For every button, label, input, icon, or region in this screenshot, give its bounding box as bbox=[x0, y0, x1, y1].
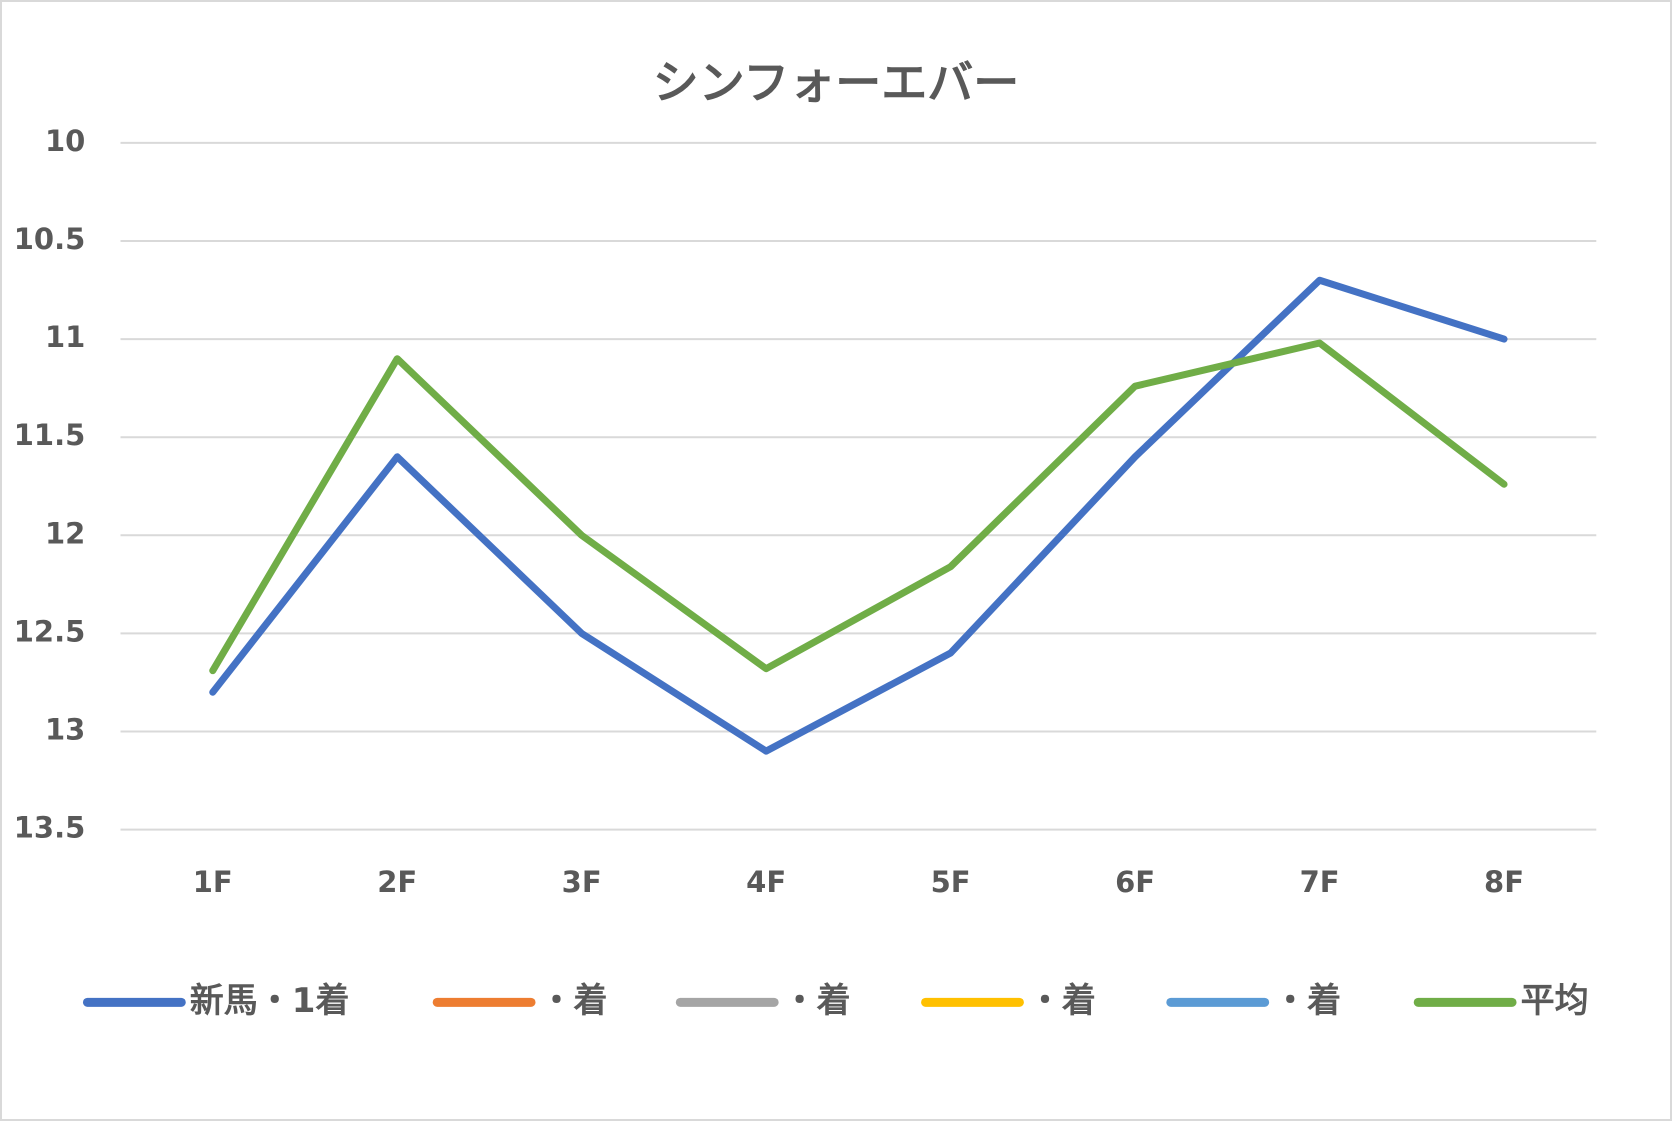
legend-label: ・着 bbox=[1273, 981, 1341, 1021]
x-tick-label: 2F bbox=[377, 865, 417, 899]
series-line bbox=[209, 339, 1508, 675]
x-tick-label: 3F bbox=[562, 865, 602, 899]
x-tick-label: 1F bbox=[193, 865, 233, 899]
y-tick-label: 10.5 bbox=[14, 222, 86, 256]
y-tick-label: 12.5 bbox=[14, 614, 86, 648]
y-tick-label: 11.5 bbox=[14, 418, 86, 452]
legend-label: 新馬・1着 bbox=[190, 981, 350, 1021]
y-tick-label: 12 bbox=[45, 516, 85, 550]
x-tick-label: 5F bbox=[931, 865, 971, 899]
y-tick-label: 11 bbox=[45, 320, 85, 354]
series-line bbox=[209, 276, 1508, 755]
legend-label: ・着 bbox=[1028, 981, 1096, 1021]
legend-label: 平均 bbox=[1521, 981, 1589, 1021]
x-tick-label: 8F bbox=[1484, 865, 1524, 899]
y-tick-label: 13 bbox=[45, 713, 85, 747]
y-tick-label: 10 bbox=[45, 124, 85, 158]
legend-label: ・着 bbox=[540, 981, 608, 1021]
x-tick-label: 7F bbox=[1300, 865, 1340, 899]
y-tick-label: 13.5 bbox=[14, 811, 86, 845]
x-tick-label: 4F bbox=[746, 865, 786, 899]
legend-label: ・着 bbox=[783, 981, 851, 1021]
chart-title: シンフォーエバー bbox=[653, 56, 1020, 110]
x-tick-label: 6F bbox=[1115, 865, 1155, 899]
